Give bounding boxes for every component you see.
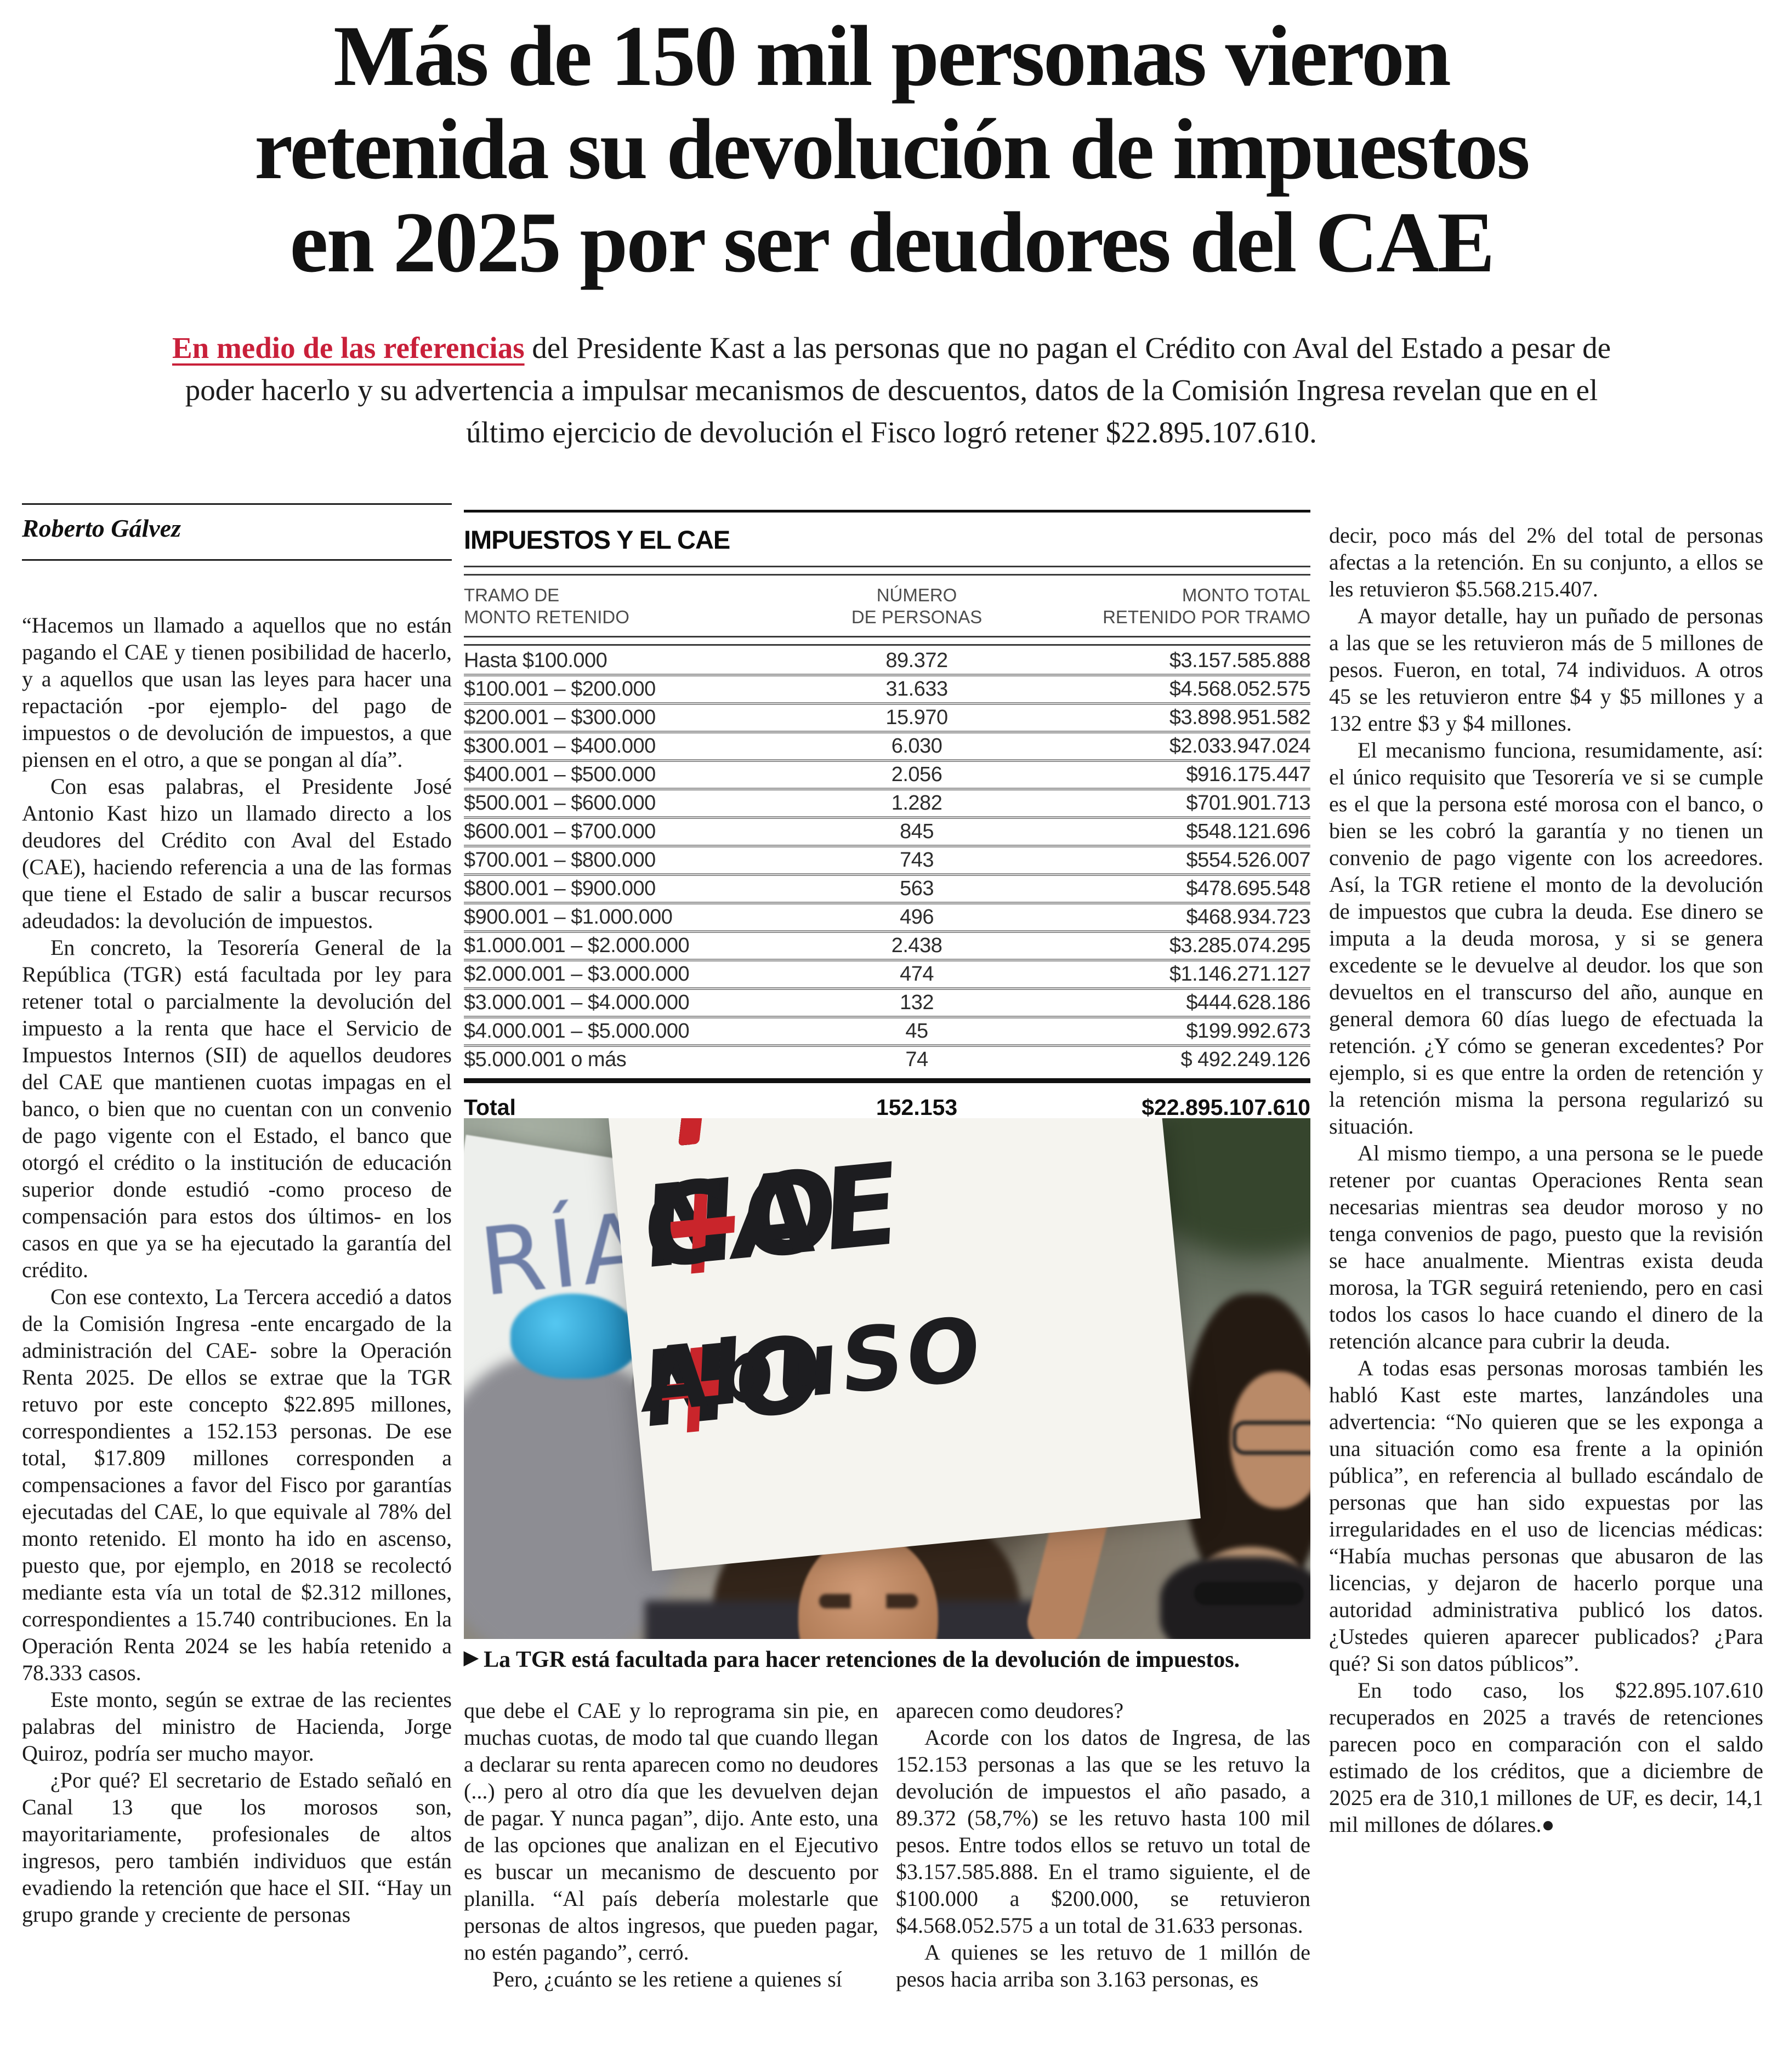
paragraph: El mecanismo funciona, resumidamente, as… [1329,738,1763,1139]
body-column-right: decir, poco más del 2% del total de pers… [1329,522,1763,2072]
table-total-row: Total 152.153 $22.895.107.610 [464,1083,1310,1131]
table-row: $1.000.001 – $2.000.000 2.438 $3.285.074.2… [464,933,1310,961]
paragraph: A todas esas personas morosas también le… [1329,1356,1763,1676]
body-column-left: “Hacemos un llamado a aquellos que no es… [22,612,452,2072]
body-column-middle-right: aparecen como deudores? Acorde con los d… [896,1697,1310,2072]
total-label: Total [464,1094,516,1120]
paragraph: En concreto, la Tesorería General de la … [22,935,452,1282]
paragraph: decir, poco más del 2% del total de pers… [1329,523,1763,601]
paragraph: aparecen como deudores? [896,1698,1124,1723]
standfirst: En medio de las referencias del Presiden… [159,327,1624,453]
table-row: $400.001 – $500.000 2.056 $916.175.447 [464,762,1310,790]
paragraph: “Hacemos un llamado a aquellos que no es… [22,613,452,772]
byline: Roberto Gálvez [22,503,452,561]
caption-text: La TGR está facultada para hacer retenci… [484,1647,1240,1672]
tax-table-infographic: IMPUESTOS Y EL CAE TRAMO DE MONTO RETENI… [464,510,1310,1136]
total-personas: 152.153 [876,1094,958,1120]
table-row: Hasta $100.000 89.372 $3.157.585.888 [464,648,1310,676]
table-row: $4.000.001 – $5.000.000 45 $199.992.673 [464,1018,1310,1047]
body-column-middle-left: que debe el CAE y lo reprograma sin pie,… [464,1697,878,2072]
woman-eyes [819,1594,918,1608]
paragraph: Este monto, según se extrae de las recie… [22,1687,452,1766]
table-row: $300.001 – $400.000 6.030 $2.033.947.024 [464,733,1310,762]
paragraph: En todo caso, los $22.895.107.610 recupe… [1329,1678,1763,1837]
table-row: $2.000.001 – $3.000.000 474 $1.146.271.127 [464,961,1310,990]
column-header-tramo: TRAMO DE MONTO RETENIDO [464,585,629,627]
headline-line-2: retenida su devolución de impuestos [254,101,1530,197]
headline-line-1: Más de 150 mil personas vieron [333,8,1451,104]
bystander-glasses [1233,1421,1310,1455]
bystander-face [1230,1371,1310,1509]
table-top-rule [464,510,1310,513]
headline-line-3: en 2025 por ser deudores del CAE [289,195,1495,291]
table-row: $200.001 – $300.000 15.970 $3.898.951.582 [464,705,1310,733]
table-header-row: TRAMO DE MONTO RETENIDO NÚMERO DE PERSON… [464,576,1310,636]
table-row: $5.000.001 o más 74 $ 492.249.126 [464,1048,1310,1071]
column-header-monto: MONTO TOTAL RETENIDO POR TRAMO [1103,585,1310,627]
sunglasses [1194,1582,1304,1605]
column-header-personas: NÚMERO DE PERSONAS [851,585,983,627]
protest-photo: RÍA NO + CAE NO + AbuSO [464,1118,1310,1639]
table-row: $500.001 – $600.000 1.282 $701.901.713 [464,790,1310,819]
paragraph: que debe el CAE y lo reprograma sin pie,… [464,1698,878,1965]
paragraph: Acorde con los datos de Ingresa, de las … [896,1725,1310,1938]
headline: Más de 150 mil personas vieron retenida … [55,10,1728,289]
photo-caption: ▶ La TGR está facultada para hacer retenc… [464,1647,1310,1673]
main-protest-sign: NO + CAE NO + AbuSO [607,1118,1201,1572]
paragraph: Con esas palabras, el Presidente José An… [22,774,452,933]
paragraph: Al mismo tiempo, a una persona se le pue… [1329,1141,1763,1353]
table-title: IMPUESTOS Y EL CAE [464,525,730,554]
standfirst-rest: del Presidente Kast a las personas que n… [185,331,1611,449]
paragraph: Con ese contexto, La Tercera accedió a d… [22,1284,452,1685]
standfirst-lead: En medio de las referencias [172,331,525,365]
table-rows: Hasta $100.000 89.372 $3.157.585.888 $100.… [464,648,1310,1073]
table-row: $700.001 – $800.000 743 $554.526.007 [464,847,1310,876]
paragraph: A quienes se les retuvo de 1 millón de p… [896,1940,1310,1991]
table-row: $100.001 – $200.000 31.633 $4.568.052.575 [464,676,1310,705]
paragraph: Pero, ¿cuánto se les retiene a quienes s… [492,1967,842,1991]
total-monto: $22.895.107.610 [1142,1094,1310,1120]
table-heavy-rule [464,1078,1310,1083]
table-row: $800.001 – $900.000 563 $478.695.548 [464,876,1310,904]
caption-arrow-icon: ▶ [464,1648,479,1668]
table-row: $900.001 – $1.000.000 496 $468.934.723 [464,904,1310,933]
table-row: $3.000.001 – $4.000.000 132 $444.628.186 [464,990,1310,1018]
paragraph: A mayor detalle, hay un puñado de person… [1329,604,1763,736]
blue-cap [510,1294,639,1379]
table-row: $600.001 – $700.000 845 $548.121.696 [464,819,1310,847]
paragraph: ¿Por qué? El secretario de Estado señaló… [22,1768,452,1927]
divider [464,636,1310,646]
divider [464,566,1310,576]
